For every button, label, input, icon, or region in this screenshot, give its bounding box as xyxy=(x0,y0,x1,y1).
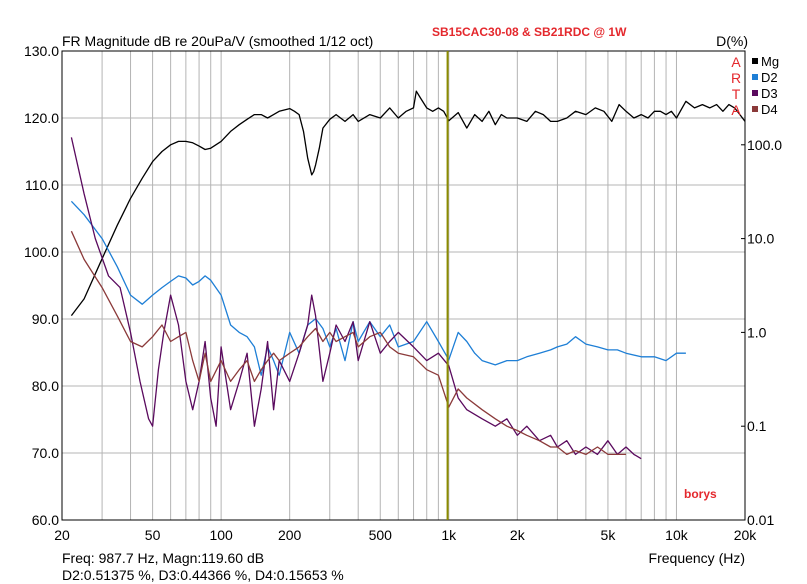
series-lines xyxy=(70,90,746,460)
arta-letter: A xyxy=(731,102,741,118)
axis-ticks: 20 50 100 200 500 1k 2k 5k 10k 20k 60.0 70.0 80.0 90.… xyxy=(24,43,782,543)
legend-label-d2: D2 xyxy=(761,70,778,85)
y-tick-label: 120.0 xyxy=(24,110,59,126)
legend-swatch-d2 xyxy=(752,74,758,80)
right-axis-title: D(%) xyxy=(716,33,748,49)
x-tick-label: 10k xyxy=(665,527,689,543)
legend-label-d3: D3 xyxy=(761,86,778,101)
y2-tick-label: 0.01 xyxy=(747,512,774,528)
y2-tick-label: 0.1 xyxy=(747,418,767,434)
x-tick-label: 20 xyxy=(54,527,70,543)
arta-letter: T xyxy=(732,86,741,102)
grid xyxy=(62,51,745,520)
arta-letter: A xyxy=(731,54,741,70)
legend-label-mg: Mg xyxy=(761,54,779,69)
y2-tick-label: 100.0 xyxy=(747,137,782,153)
series-d4-line xyxy=(70,230,626,456)
x-axis-label: Frequency (Hz) xyxy=(649,550,745,566)
y-tick-label: 90.0 xyxy=(32,311,59,327)
x-tick-label: 5k xyxy=(601,527,617,543)
y-tick-label: 60.0 xyxy=(32,512,59,528)
series-mg-line xyxy=(70,90,746,316)
legend-swatch-d4 xyxy=(752,106,758,112)
x-tick-label: 50 xyxy=(145,527,161,543)
plot-frame xyxy=(61,50,746,521)
x-tick-label: 100 xyxy=(209,527,233,543)
arta-letter: R xyxy=(731,70,741,86)
chart-subtitle: SB15CAC30-08 & SB21RDC @ 1W xyxy=(432,25,627,39)
x-tick-label: 500 xyxy=(369,527,393,543)
y-tick-label: 100.0 xyxy=(24,244,59,260)
y-tick-label: 70.0 xyxy=(32,445,59,461)
legend-label-d4: D4 xyxy=(761,102,778,117)
legend-swatch-d3 xyxy=(752,90,758,96)
y2-tick-label: 10.0 xyxy=(747,231,774,247)
y-tick-label: 110.0 xyxy=(25,177,59,193)
y-tick-label: 80.0 xyxy=(32,378,59,394)
x-tick-label: 200 xyxy=(278,527,302,543)
distortion-readout: D2:0.51375 %, D3:0.44366 %, D4:0.15653 % xyxy=(62,567,344,583)
series-d3-line xyxy=(70,137,642,460)
x-tick-label: 20k xyxy=(734,527,758,543)
legend-swatch-mg xyxy=(752,58,758,64)
y-tick-label: 130.0 xyxy=(24,43,59,59)
cursor-readout: Freq: 987.7 Hz, Magn:119.60 dB xyxy=(62,550,264,566)
watermark: borys xyxy=(684,487,717,501)
x-tick-label: 2k xyxy=(510,527,526,543)
y2-tick-label: 1.0 xyxy=(747,324,767,340)
chart-title: FR Magnitude dB re 20uPa/V (smoothed 1/1… xyxy=(62,33,373,49)
x-tick-label: 1k xyxy=(441,527,457,543)
